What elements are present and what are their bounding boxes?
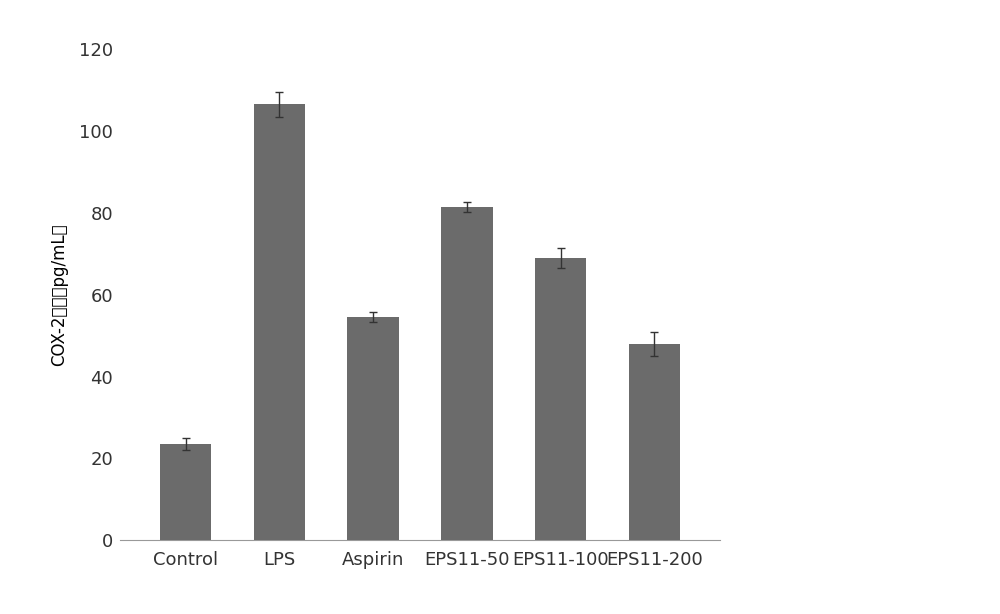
- Bar: [254, 104, 305, 540]
- Bar: [441, 207, 493, 540]
- Bar: [160, 444, 211, 540]
- Bar: [629, 344, 680, 540]
- Bar: [535, 258, 586, 540]
- Bar: [347, 317, 399, 540]
- Y-axis label: COX-2浓度（pg/mL）: COX-2浓度（pg/mL）: [50, 223, 68, 366]
